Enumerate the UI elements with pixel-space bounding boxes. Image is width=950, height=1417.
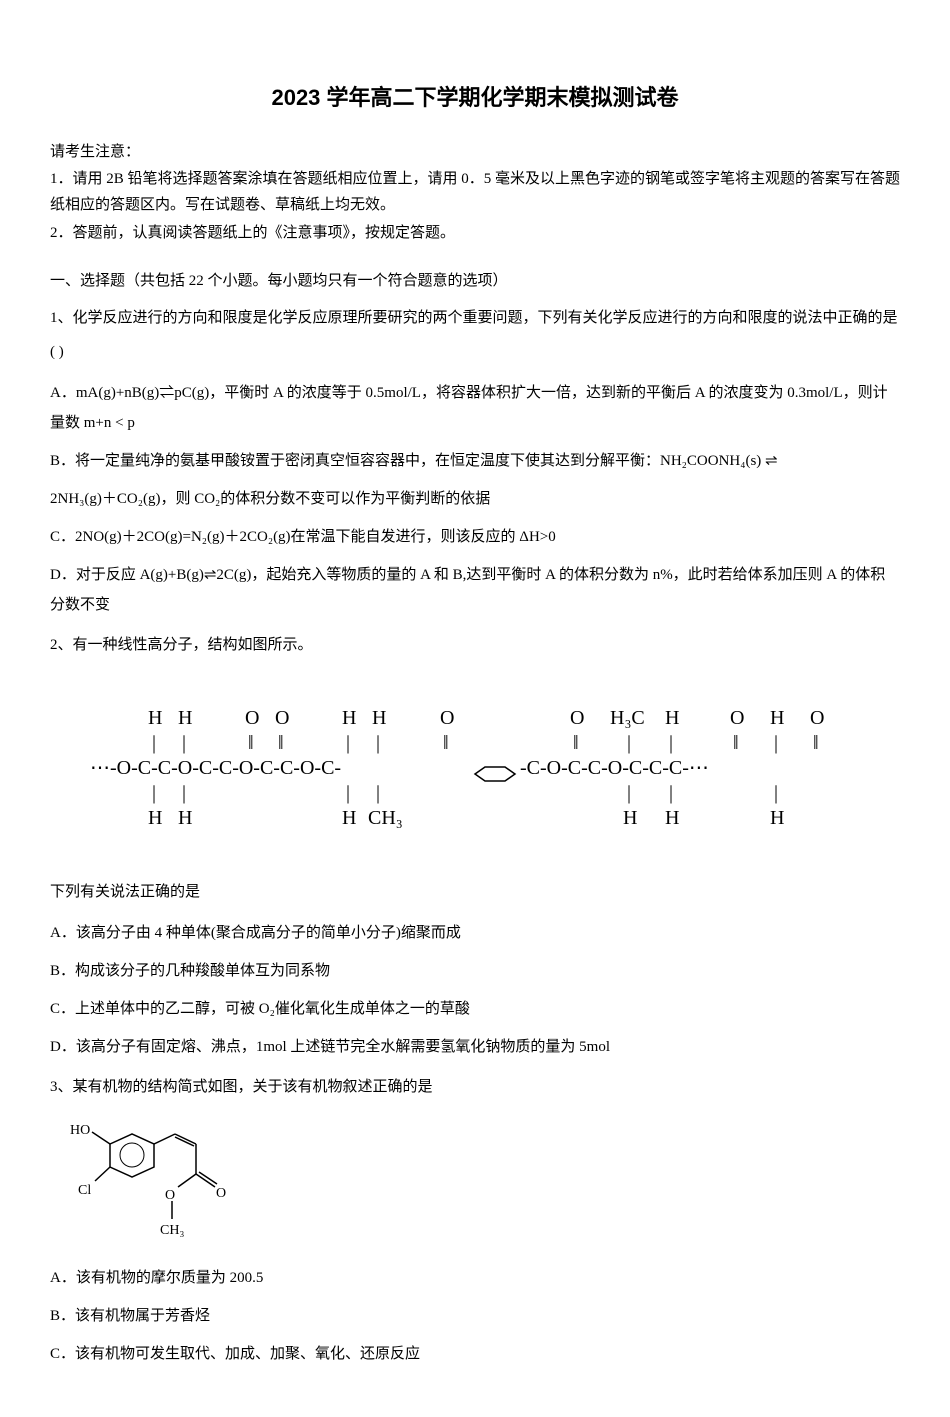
question-2-option-b: B．构成该分子的几种羧酸单体互为同系物 — [50, 956, 900, 986]
svg-text:HH OO HH O O: HH OO HH O O H₃CH OHO — [148, 707, 824, 729]
svg-text:-C-O-C-C-O-C-C-C-⋯: -C-O-C-C-O-C-C-C-⋯ — [520, 757, 709, 779]
svg-text:Cl: Cl — [78, 1183, 91, 1198]
question-2-option-c: C．上述单体中的乙二醇，可被 O₂催化氧化生成单体之一的草酸 — [50, 994, 900, 1024]
svg-text:CH₃: CH₃ — [160, 1223, 184, 1238]
question-3-option-b: B．该有机物属于芳香烃 — [50, 1301, 900, 1331]
svg-text:|| ‖‖ || ‖ ‖: || ‖‖ || ‖ ‖ || ‖|‖ — [152, 732, 819, 754]
page-title: 2023 学年高二下学期化学期末模拟测试卷 — [50, 80, 900, 115]
question-1-option-b-part2: 2NH₃(g)＋CO₂(g)，则 CO₂的体积分数不变可以作为平衡判断的依据 — [50, 484, 900, 514]
notice-item-1: 1．请用 2B 铅笔将选择题答案涂填在答题纸相应位置上，请用 0．5 毫米及以上… — [50, 167, 900, 218]
question-3-option-c: C．该有机物可发生取代、加成、加聚、氧化、还原反应 — [50, 1339, 900, 1369]
notice-header: 请考生注意： — [50, 140, 900, 164]
question-3-stem: 3、某有机物的结构简式如图，关于该有机物叙述正确的是 — [50, 1070, 900, 1105]
question-2-stem2: 下列有关说法正确的是 — [50, 875, 900, 910]
svg-text:HO: HO — [70, 1123, 90, 1138]
question-2-stem: 2、有一种线性高分子，结构如图所示。 — [50, 628, 900, 663]
svg-text:HH HCH₃ HH H: HH HCH₃ HH H — [148, 807, 784, 829]
organic-structure-diagram: HO Cl O O CH₃ — [70, 1119, 900, 1248]
svg-text:|| || || |: || || || | — [152, 782, 778, 804]
question-1-option-b-part1: B．将一定量纯净的氨基甲酸铵置于密闭真空恒容容器中，在恒定温度下使其达到分解平衡… — [50, 446, 900, 476]
question-3-option-a: A．该有机物的摩尔质量为 200.5 — [50, 1263, 900, 1293]
question-1-stem: 1、化学反应进行的方向和限度是化学反应原理所要研究的两个重要问题，下列有关化学反… — [50, 301, 900, 370]
section-header: 一、选择题（共包括 22 个小题。每小题均只有一个符合题意的选项） — [50, 269, 900, 293]
question-2-option-a: A．该高分子由 4 种单体(聚合成高分子的简单小分子)缩聚而成 — [50, 918, 900, 948]
polymer-structure-diagram: HH OO HH O O H₃CH OHO || ‖‖ || ‖ ‖ || ‖|… — [90, 677, 900, 860]
question-1-option-c: C．2NO(g)＋2CO(g)=N₂(g)＋2CO₂(g)在常温下能自发进行，则… — [50, 522, 900, 552]
question-1-option-d: D．对于反应 A(g)+B(g)⇌2C(g)，起始充入等物质的量的 A 和 B,… — [50, 560, 900, 620]
question-1-option-a: A．mA(g)+nB(g)⇌pC(g)，平衡时 A 的浓度等于 0.5mol/L… — [50, 378, 900, 438]
svg-text:O: O — [216, 1186, 226, 1201]
notice-item-2: 2．答题前，认真阅读答题纸上的《注意事项》，按规定答题。 — [50, 221, 900, 247]
svg-text:O: O — [165, 1188, 175, 1203]
question-2-option-d: D．该高分子有固定熔、沸点，1mol 上述链节完全水解需要氢氧化钠物质的量为 5… — [50, 1032, 900, 1062]
svg-text:⋯-O-C-C-O-C-C-O-C-C-O-C-: ⋯-O-C-C-O-C-C-O-C-C-O-C- — [90, 757, 341, 779]
